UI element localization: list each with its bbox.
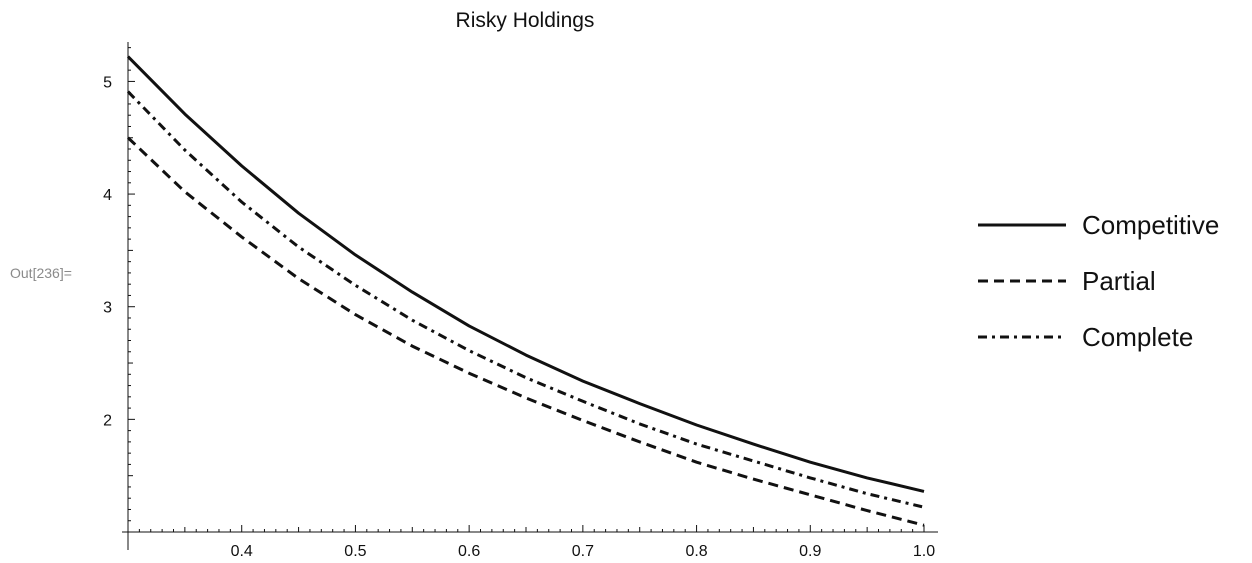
- x-tick-label: 0.8: [685, 543, 707, 560]
- axes: [122, 42, 938, 550]
- series-line-competitive: [126, 55, 925, 493]
- x-tick-label: 0.9: [799, 543, 821, 560]
- series-lines: [126, 55, 925, 527]
- legend-label-partial: Partial: [1082, 266, 1156, 296]
- series-line-complete: [126, 90, 925, 509]
- x-ticks: 0.4 0.5 0.6 0.7 0.8 0.9 1.0: [127, 525, 935, 560]
- y-ticks: 2 3 4 5: [103, 47, 135, 522]
- series-line-partial: [126, 136, 925, 527]
- y-tick-label: 3: [103, 300, 112, 317]
- x-tick-label: 0.7: [572, 543, 594, 560]
- legend-label-complete: Complete: [1082, 322, 1193, 352]
- x-tick-label: 0.6: [458, 543, 480, 560]
- y-tick-label: 2: [103, 412, 112, 429]
- x-tick-label: 1.0: [913, 543, 935, 560]
- chart-title: Risky Holdings: [456, 9, 595, 32]
- y-tick-label: 4: [103, 187, 112, 204]
- x-tick-label: 0.5: [344, 543, 366, 560]
- legend-label-competitive: Competitive: [1082, 210, 1219, 240]
- output-cell-label: Out[236]=: [10, 265, 72, 281]
- legend: Competitive Partial Complete: [978, 210, 1219, 352]
- x-tick-label: 0.4: [231, 543, 253, 560]
- y-tick-label: 5: [103, 74, 112, 91]
